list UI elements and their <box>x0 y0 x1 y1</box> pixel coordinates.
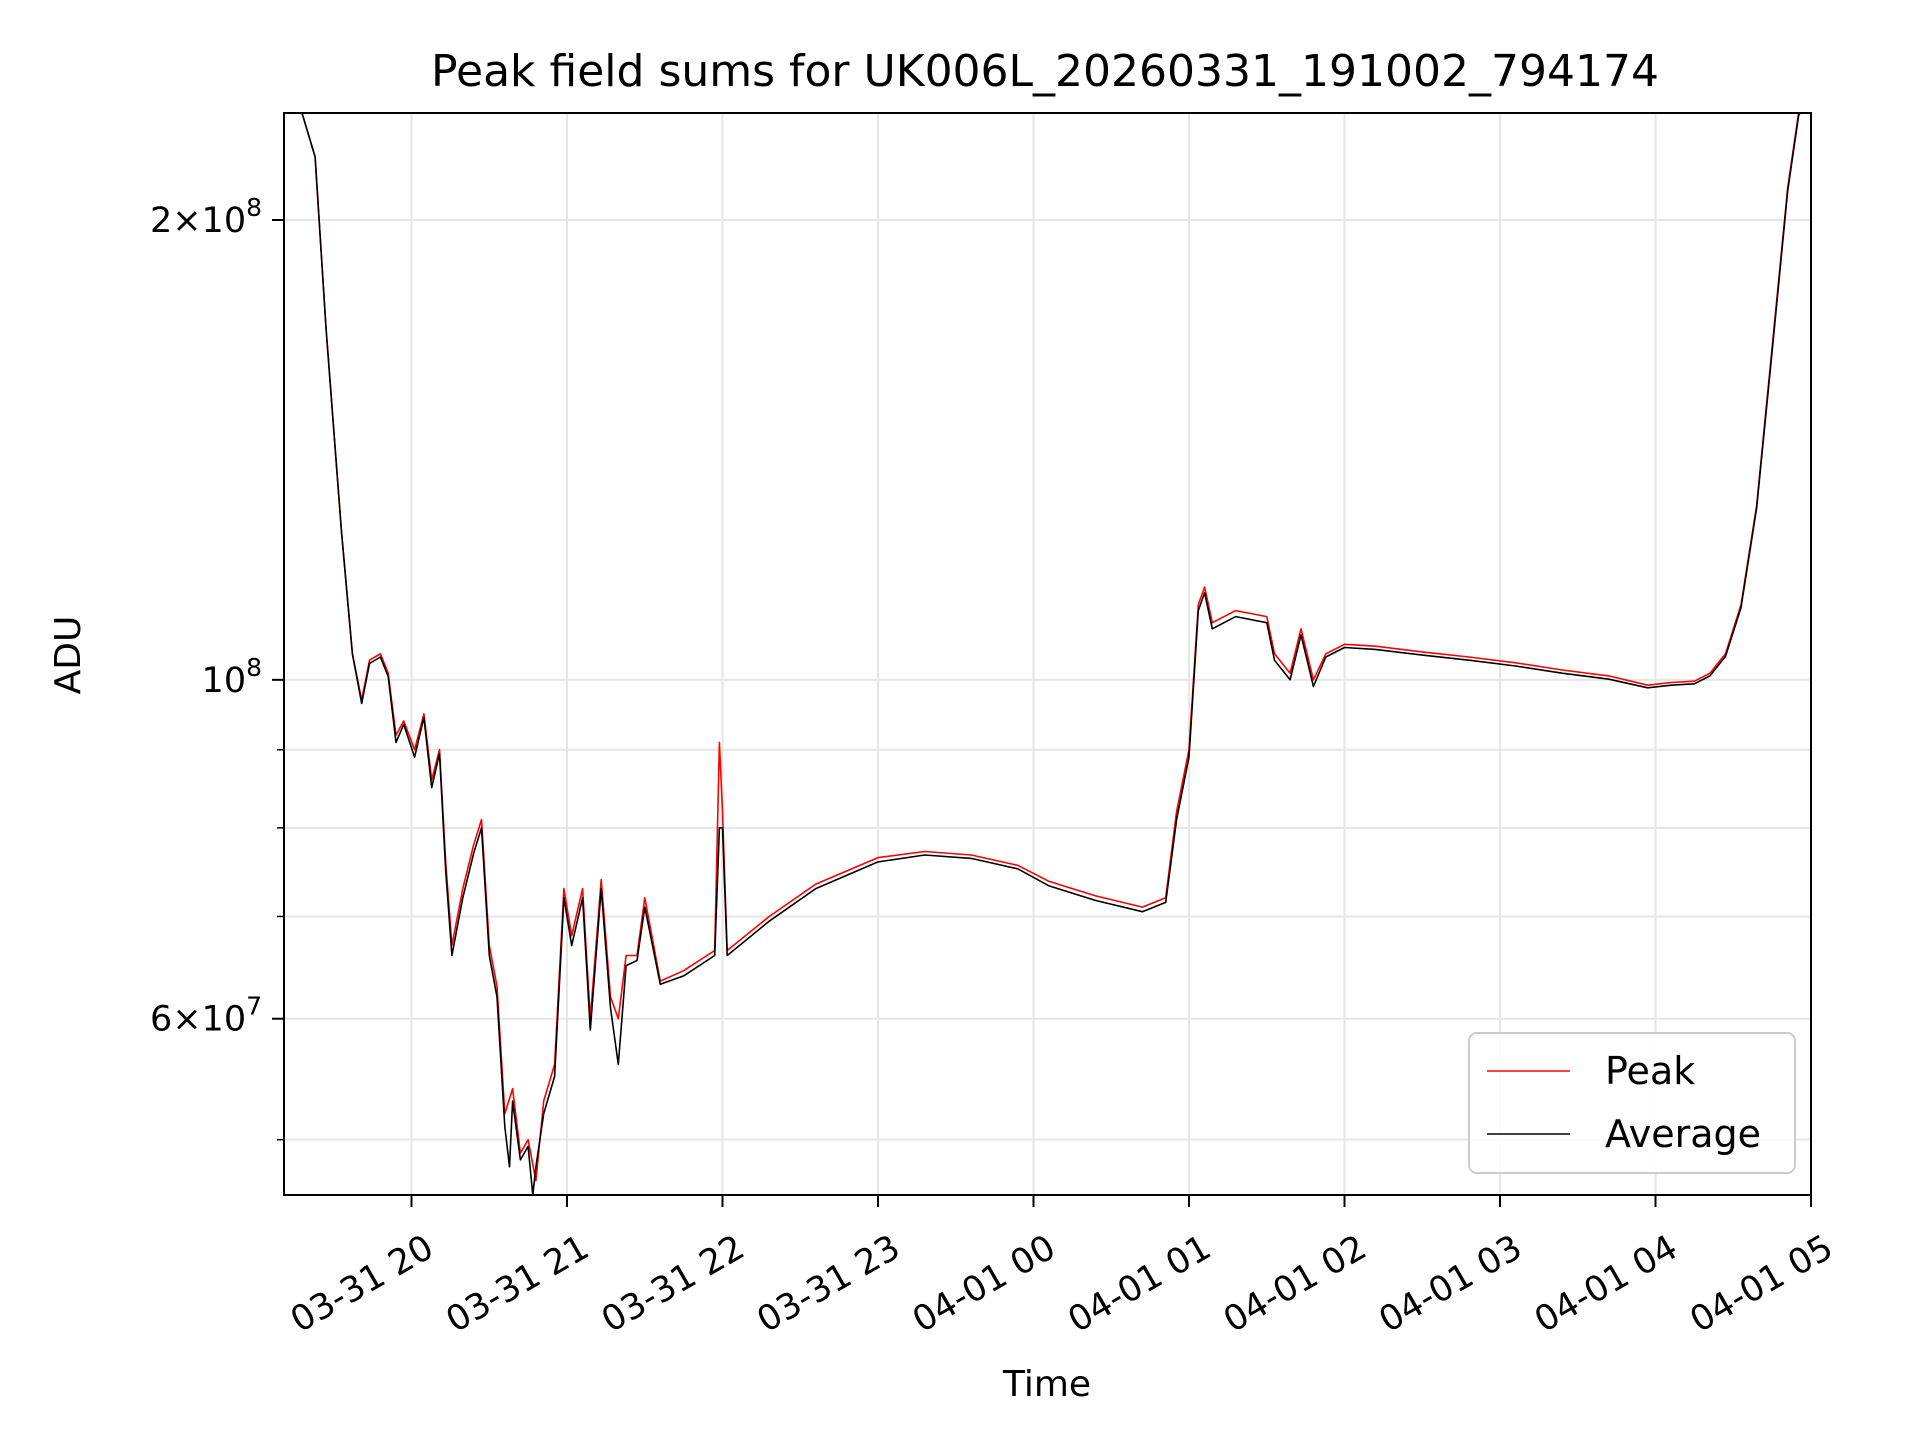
legend-label-peak: Peak <box>1605 1049 1695 1093</box>
x-axis-label: Time <box>1002 1364 1091 1405</box>
y-tick-label-exponent: 7 <box>246 992 262 1021</box>
y-tick-label: 108 <box>202 653 262 701</box>
y-tick-label: 6×107 <box>150 992 262 1040</box>
chart-title: Peak field sums for UK006L_20260331_1910… <box>431 46 1659 97</box>
legend-label-average: Average <box>1605 1112 1761 1156</box>
series-layer <box>301 113 1802 1195</box>
y-tick-label-base: 2×10 <box>150 201 246 241</box>
legend-box <box>1468 1032 1796 1174</box>
legend: Peak Average <box>1468 1032 1796 1174</box>
y-tick-label-base: 6×10 <box>150 1000 246 1040</box>
y-tick-label-exponent: 8 <box>246 193 262 222</box>
y-axis-label: ADU <box>48 616 89 695</box>
series-line-average <box>301 113 1802 1195</box>
y-tick-label-base: 10 <box>202 661 247 701</box>
plot-frame <box>283 112 1812 1196</box>
series-line-peak <box>301 113 1800 1182</box>
y-tick-label-exponent: 8 <box>246 653 262 682</box>
y-tick-label: 2×108 <box>150 193 262 241</box>
